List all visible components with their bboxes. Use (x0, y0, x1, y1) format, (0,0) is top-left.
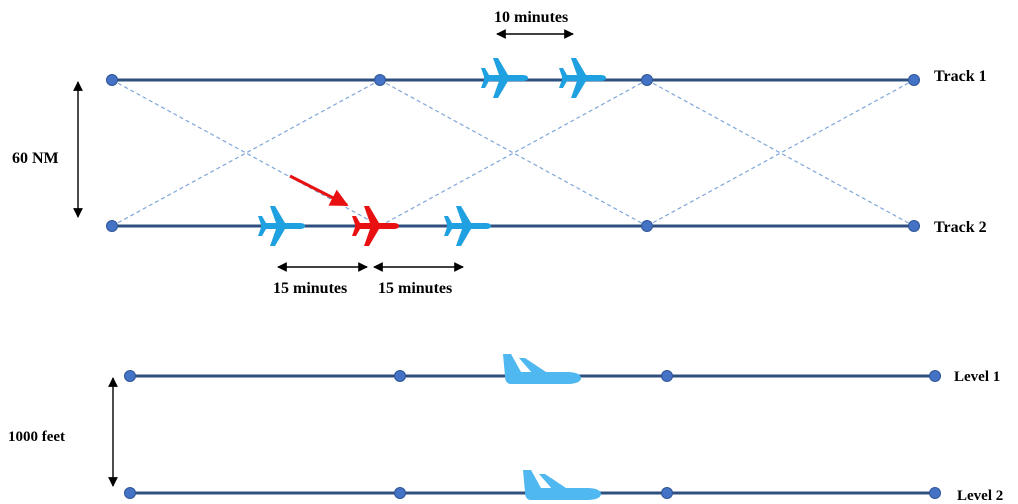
crossing-line (646, 79, 915, 227)
lateral-separation-label: 60 NM (12, 150, 59, 167)
waypoint (661, 370, 673, 382)
track-2-label: Track 2 (934, 219, 987, 236)
crossing-lines (111, 79, 915, 227)
gap-top-label: 10 minutes (494, 9, 568, 26)
airplane-top-view-icon (481, 58, 528, 98)
crossing-line (379, 79, 648, 227)
airplane-side-view-icon (523, 470, 601, 500)
waypoint (908, 74, 920, 86)
waypoint (661, 487, 673, 499)
level-1-label: Level 1 (954, 369, 1000, 385)
waypoint (929, 487, 941, 499)
airplane-top-view-icon (559, 58, 606, 98)
waypoint (394, 487, 406, 499)
gap-left-label: 15 minutes (273, 280, 347, 297)
waypoint (124, 370, 136, 382)
airplane-top-view-icon (258, 206, 305, 246)
level-2-label: Level 2 (957, 488, 1003, 504)
waypoint (394, 370, 406, 382)
waypoint (929, 370, 941, 382)
waypoint (124, 487, 136, 499)
waypoint (641, 74, 653, 86)
waypoint (106, 220, 118, 232)
crossing-line (646, 79, 915, 227)
waypoint (908, 220, 920, 232)
airplane-top-view-icon-highlighted (352, 206, 399, 246)
waypoint (106, 74, 118, 86)
waypoint (374, 74, 386, 86)
highlight-arrow (289, 174, 349, 207)
gap-right-label: 15 minutes (378, 280, 452, 297)
airplane-side-view-icon (503, 354, 581, 384)
track-1-label: Track 1 (934, 68, 987, 85)
waypoints (106, 74, 941, 499)
crossing-line (111, 79, 381, 227)
airplane-top-view-icon (444, 206, 491, 246)
waypoint (641, 220, 653, 232)
crossing-line (379, 79, 648, 227)
vertical-separation-label: 1000 feet (8, 429, 65, 445)
